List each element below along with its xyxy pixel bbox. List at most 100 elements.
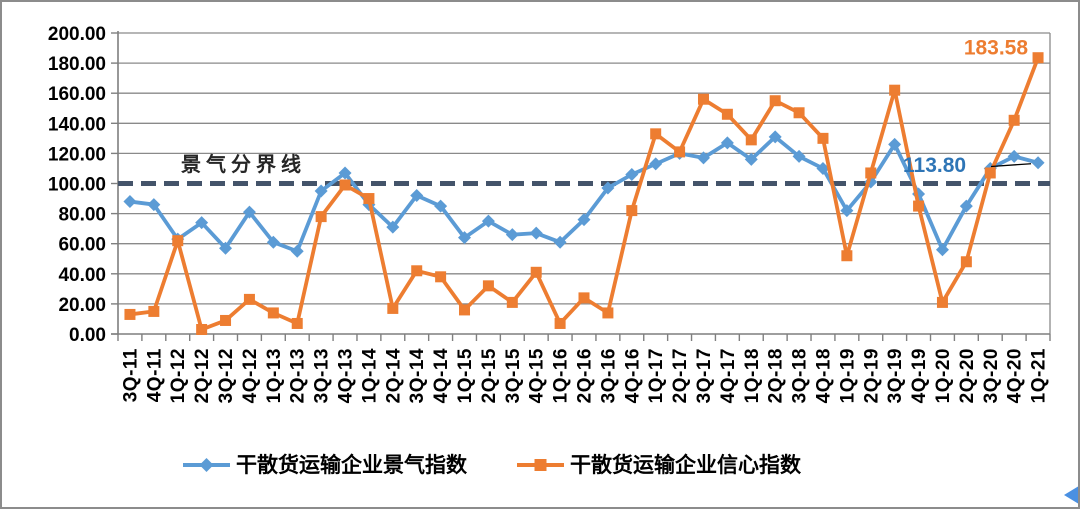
data-point-marker (410, 189, 424, 203)
x-axis-tick-label: 1Q-13 (264, 348, 285, 403)
legend-label: 干散货运输企业景气指数 (236, 453, 468, 477)
x-axis-tick-label: 4Q-11 (144, 348, 165, 402)
data-point-marker (649, 157, 663, 171)
x-axis-tick-label: 3Q-14 (407, 348, 428, 403)
legend-label: 干散货运输企业信心指数 (570, 453, 802, 477)
x-axis-tick-label: 4Q-14 (431, 348, 452, 403)
data-point-marker (314, 184, 328, 198)
x-axis-tick-label: 1Q-16 (551, 348, 572, 403)
data-point-marker (888, 137, 902, 151)
corner-arrow-icon (1064, 486, 1078, 504)
data-point-marker (459, 304, 471, 316)
x-axis-tick-label: 1Q-19 (837, 348, 858, 403)
y-axis-tick-label: 140.00 (48, 114, 106, 135)
x-axis-tick-label: 2Q-16 (575, 348, 596, 403)
y-axis-tick-label: 100.00 (48, 175, 106, 196)
data-point-marker (625, 167, 639, 181)
x-axis-tick-label: 1Q-14 (359, 348, 380, 403)
data-point-marker (1008, 114, 1020, 126)
axes (111, 31, 1051, 341)
data-point-marker (553, 235, 567, 249)
x-axis-tick-label: 3Q-15 (503, 348, 524, 403)
data-point-marker (936, 296, 948, 308)
x-axis-tick-label: 1Q-12 (168, 348, 189, 403)
data-point-marker (506, 296, 518, 308)
x-axis-tick-label: 3Q-18 (790, 348, 811, 403)
data-point-marker (984, 167, 996, 179)
data-point-marker (148, 305, 160, 317)
data-point-marker (196, 323, 208, 335)
y-axis-labels: 0.00 20.00 40.00 60.00 80.00 100.00 120.00 140.… (48, 24, 106, 346)
data-point-marker (744, 152, 758, 166)
x-axis-tick-label: 1Q-21 (1029, 348, 1050, 403)
legend-square-marker-icon (534, 459, 547, 471)
data-point-marker (435, 271, 447, 283)
x-axis-tick-label: 1Q-20 (933, 348, 954, 403)
x-axis-tick-label: 3Q-20 (981, 348, 1002, 403)
data-point-marker (959, 199, 973, 213)
data-point-marker (1032, 52, 1044, 64)
data-point-marker (674, 146, 686, 158)
x-axis-tick-label: 3Q-16 (598, 348, 619, 403)
data-point-marker (243, 293, 255, 305)
data-point-marker (266, 235, 280, 249)
legend: 干散货运输企业景气指数 干散货运输企业信心指数 (183, 453, 802, 477)
data-point-marker (626, 205, 638, 217)
data-point-marker (720, 136, 734, 150)
data-point-marker (601, 181, 615, 195)
y-axis-tick-label: 20.00 (58, 295, 106, 316)
x-axis-tick-label: 4Q-18 (813, 348, 834, 403)
data-point-marker (554, 317, 566, 329)
legend-diamond-marker-icon (199, 458, 214, 472)
data-point-marker (816, 161, 830, 175)
data-point-marker (363, 193, 375, 205)
data-point-marker (434, 199, 448, 213)
data-point-marker (195, 216, 209, 230)
x-axis-tick-label: 4Q-17 (718, 348, 739, 403)
data-point-marker (721, 108, 733, 120)
data-point-marker (935, 243, 949, 257)
y-axis-tick-label: 40.00 (58, 265, 106, 286)
data-point-marker (529, 226, 543, 240)
data-point-marker (697, 93, 709, 105)
x-axis-tick-label: 2Q-20 (957, 348, 978, 403)
data-point-marker (913, 200, 925, 212)
data-point-marker (696, 151, 710, 165)
x-axis-tick-label: 4Q-12 (240, 348, 261, 403)
data-point-marker (602, 307, 614, 319)
y-axis-tick-label: 60.00 (58, 235, 106, 256)
y-axis-tick-label: 200.00 (48, 24, 106, 45)
x-axis-tick-label: 4Q-13 (336, 348, 357, 403)
y-axis-tick-label: 160.00 (48, 84, 106, 105)
data-point-marker (745, 134, 757, 146)
data-point-marker (889, 84, 901, 96)
y-axis-tick-label: 80.00 (58, 205, 106, 226)
data-point-marker (530, 266, 542, 278)
series-confidence (124, 52, 1044, 335)
data-point-marker (482, 280, 494, 292)
data-point-marker (267, 307, 279, 319)
data-point-marker (817, 132, 829, 144)
data-point-marker (793, 107, 805, 119)
x-axis-tick-label: 3Q-17 (694, 348, 715, 403)
x-axis-tick-label: 4Q-19 (909, 348, 930, 403)
x-axis-tick-label: 3Q-19 (885, 348, 906, 403)
data-point-marker (291, 317, 303, 329)
annotation-value-label: 113.80 (903, 154, 966, 177)
x-axis-tick-label: 3Q-13 (312, 348, 333, 403)
data-point-marker (769, 95, 781, 107)
legend-item-confidence: 干散货运输企业信心指数 (517, 453, 802, 477)
data-point-marker (339, 179, 351, 191)
x-axis-tick-label: 4Q-15 (527, 348, 548, 403)
y-axis-tick-label: 120.00 (48, 144, 106, 165)
data-point-marker (338, 166, 352, 180)
data-point-marker (386, 220, 400, 234)
legend-item-prosperity: 干散货运输企业景气指数 (183, 453, 468, 477)
x-axis-tick-label: 4Q-16 (622, 348, 643, 403)
y-axis-tick-label: 180.00 (48, 54, 106, 75)
data-point-marker (242, 205, 256, 219)
x-axis-tick-label: 1Q-17 (646, 348, 667, 403)
y-axis-tick-label: 0.00 (69, 325, 106, 346)
annotation-value-label: 183.58 (964, 37, 1029, 60)
